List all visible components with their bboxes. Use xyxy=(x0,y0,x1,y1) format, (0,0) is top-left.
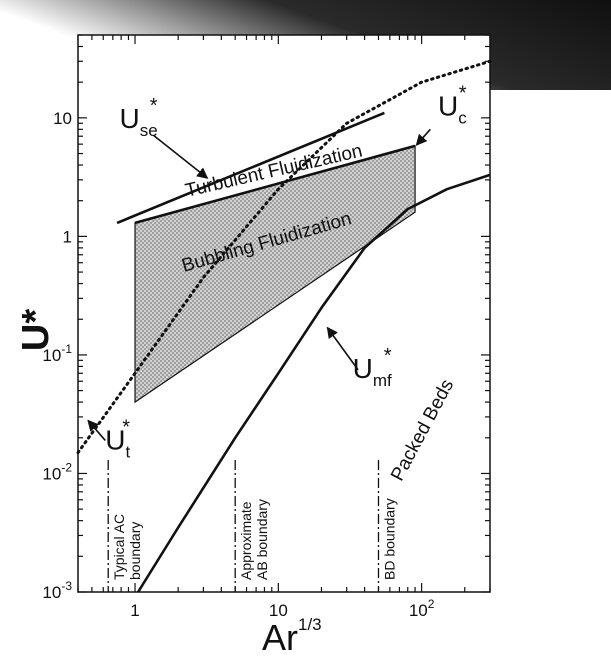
curve-label-arrow xyxy=(415,128,431,146)
curve-label: Ut* xyxy=(105,416,130,461)
series-u_c xyxy=(134,144,416,225)
y-tick-label: 10-3 xyxy=(42,579,72,602)
curve-label: Use* xyxy=(120,95,158,140)
boundary-label: Typical ACboundary xyxy=(111,514,143,580)
curve-label-arrow xyxy=(153,134,209,179)
boundary-label: ApproximateAB boundary xyxy=(238,499,270,580)
y-tick-label: 10-1 xyxy=(42,342,72,365)
boundary-label: BD boundary xyxy=(381,498,397,580)
curve-label-arrow xyxy=(87,419,106,441)
y-tick-label: 10-2 xyxy=(42,460,72,483)
x-axis-label: Ar1/3 xyxy=(262,615,322,657)
y-axis-label: U* xyxy=(15,309,57,351)
x-tick-label: 10 xyxy=(269,601,288,620)
series-u_mf xyxy=(136,173,491,593)
x-axis-label-exponent: 1/3 xyxy=(298,615,322,634)
y-tick-label: 1 xyxy=(63,227,72,246)
curve-label: Umf* xyxy=(353,345,392,390)
curve-label: Uc* xyxy=(438,82,467,127)
x-tick-label: 102 xyxy=(409,597,435,620)
series-u_t xyxy=(76,59,492,455)
x-tick-label: 1 xyxy=(130,601,139,620)
curve-label-arrow xyxy=(326,326,359,371)
y-tick-label: 10 xyxy=(53,109,72,128)
